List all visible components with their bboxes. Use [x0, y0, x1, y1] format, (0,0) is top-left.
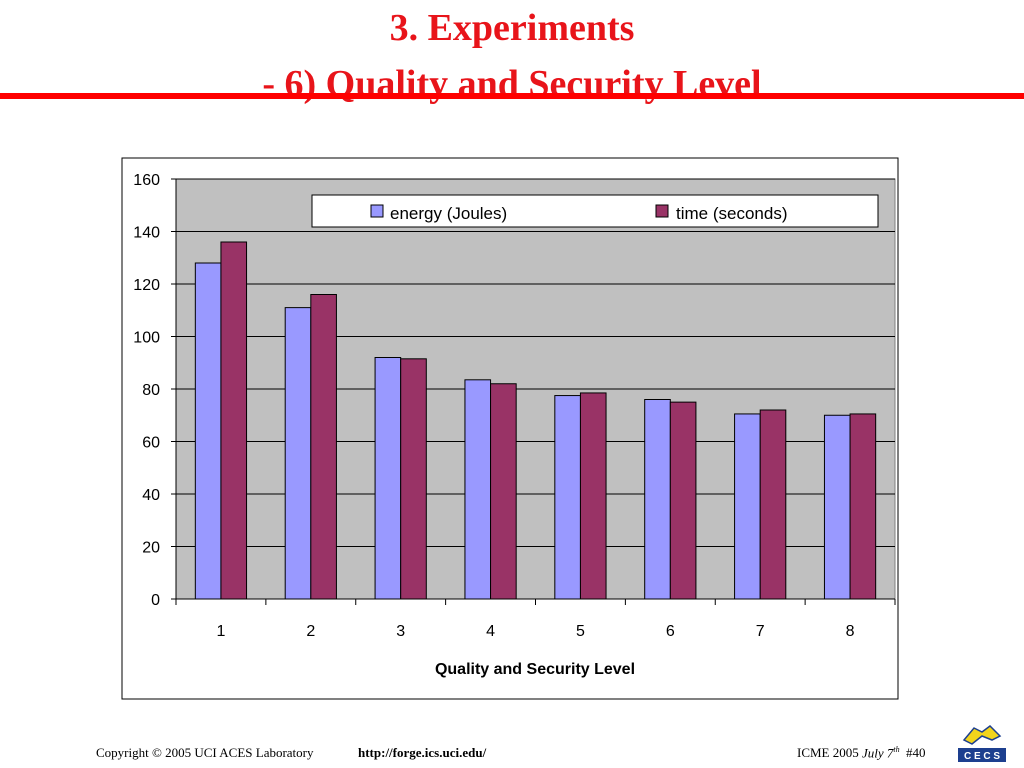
y-tick-label: 160 [133, 172, 160, 189]
y-tick-label: 80 [142, 382, 160, 399]
cecs-logo: C E C S [958, 725, 1006, 762]
footer-date: July 7th [862, 745, 900, 761]
bar-time [220, 241, 248, 600]
title-divider [0, 93, 1024, 99]
y-tick-label: 0 [151, 592, 160, 609]
logo-text: C E C S [964, 751, 1000, 762]
legend: energy (Joules) time (seconds) [311, 194, 879, 228]
bar-time [579, 392, 607, 600]
x-tick-label: 1 [216, 623, 225, 640]
bar-energy [734, 413, 761, 600]
y-tick-label: 120 [133, 277, 160, 294]
x-tick-label: 7 [756, 623, 765, 640]
bar-time [400, 358, 427, 600]
footer-copyright: Copyright © 2005 UCI ACES Laboratory [96, 745, 314, 760]
bar-energy [823, 414, 851, 600]
x-tick-label: 8 [846, 623, 855, 640]
bar-energy [194, 262, 222, 600]
bar-energy [644, 399, 671, 600]
footer-date-suffix: th [893, 745, 900, 754]
y-tick-label: 20 [142, 540, 160, 557]
x-tick-label: 3 [396, 623, 405, 640]
bar-energy [464, 379, 492, 600]
y-tick-label: 40 [142, 487, 160, 504]
bar-energy [374, 357, 402, 600]
x-tick-label: 4 [486, 623, 495, 640]
x-tick-label: 2 [306, 623, 315, 640]
x-tick-label: 5 [576, 623, 585, 640]
bar-time [849, 413, 877, 600]
bar-energy [284, 307, 312, 600]
footer-date-main: July 7 [862, 745, 894, 761]
y-tick-label: 100 [133, 330, 160, 347]
bar-energy [554, 395, 581, 600]
bar-time [759, 409, 787, 600]
legend-swatch-energy [370, 204, 384, 218]
bar-time [669, 401, 697, 600]
bars [194, 241, 877, 600]
x-axis-title: Quality and Security Level [435, 661, 635, 678]
bar-time [310, 294, 337, 600]
legend-label-energy: energy (Joules) [390, 204, 507, 223]
legend-box [311, 194, 879, 228]
y-tick-label: 140 [133, 225, 160, 242]
footer-event: ICME 2005 [797, 745, 859, 760]
legend-label-time: time (seconds) [676, 204, 787, 223]
logo-plate [958, 748, 1006, 762]
footer-url-link[interactable]: http://forge.ics.uci.edu/ [358, 745, 487, 760]
y-tick-label: 60 [142, 435, 160, 452]
footer-page-number: #40 [906, 745, 926, 760]
legend-swatch-time [655, 204, 669, 218]
bar-time [490, 383, 517, 600]
axes: 0 20 40 60 80 100 120 140 160 1 2 3 4 5 6 7 8 [133, 172, 896, 640]
x-tick-label: 6 [666, 623, 675, 640]
slide-title: 3. Experiments [389, 7, 635, 49]
logo-emblem [962, 725, 1002, 745]
